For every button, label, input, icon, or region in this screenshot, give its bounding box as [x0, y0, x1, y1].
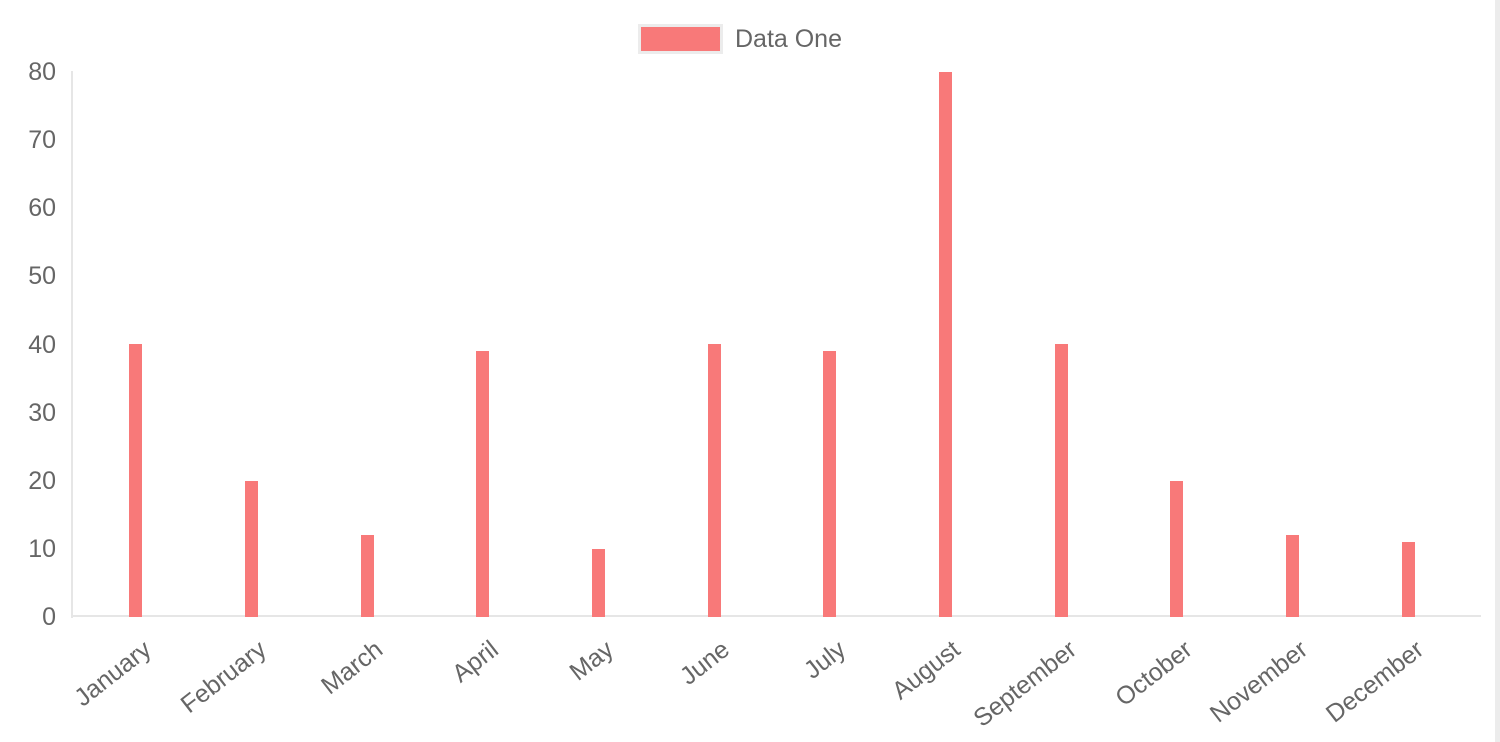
y-tick-label: 30	[28, 398, 56, 427]
y-axis-line	[71, 71, 73, 618]
x-tick-label: May	[564, 635, 619, 687]
y-tick-label: 20	[28, 466, 56, 495]
bar-august[interactable]	[939, 72, 952, 617]
legend-swatch-icon	[637, 24, 723, 54]
x-tick-label: November	[1204, 635, 1313, 729]
x-tick-label: August	[887, 635, 966, 706]
x-tick-label: December	[1320, 635, 1429, 729]
y-tick-label: 60	[28, 194, 56, 223]
bar-october[interactable]	[1170, 481, 1183, 617]
bar-march[interactable]	[361, 535, 374, 617]
bar-april[interactable]	[476, 351, 489, 617]
x-tick-label: February	[175, 635, 272, 719]
x-axis-line	[71, 615, 1481, 617]
bar-may[interactable]	[592, 549, 605, 617]
bar-november[interactable]	[1286, 535, 1299, 617]
scrollbar-track[interactable]	[1495, 0, 1500, 742]
y-tick-label: 10	[28, 534, 56, 563]
x-tick-label: September	[968, 635, 1082, 733]
y-tick-label: 70	[28, 126, 56, 155]
x-tick-label: October	[1110, 635, 1198, 713]
bar-june[interactable]	[708, 344, 721, 617]
legend[interactable]: Data One	[0, 24, 1480, 54]
x-tick-label: April	[446, 635, 504, 689]
bar-july[interactable]	[823, 351, 836, 617]
y-tick-label: 80	[28, 58, 56, 86]
x-tick-label: June	[674, 635, 735, 691]
x-tick-label: March	[315, 635, 388, 701]
bar-january[interactable]	[129, 344, 142, 617]
x-tick-label: January	[69, 635, 157, 713]
legend-label: Data One	[734, 25, 842, 53]
y-tick-label: 40	[28, 330, 56, 359]
y-tick-label: 50	[28, 262, 56, 291]
bar-february[interactable]	[245, 481, 258, 617]
bar-september[interactable]	[1055, 344, 1068, 617]
x-tick-label: July	[798, 635, 851, 685]
y-tick-label: 0	[42, 603, 56, 631]
bar-december[interactable]	[1402, 542, 1415, 617]
